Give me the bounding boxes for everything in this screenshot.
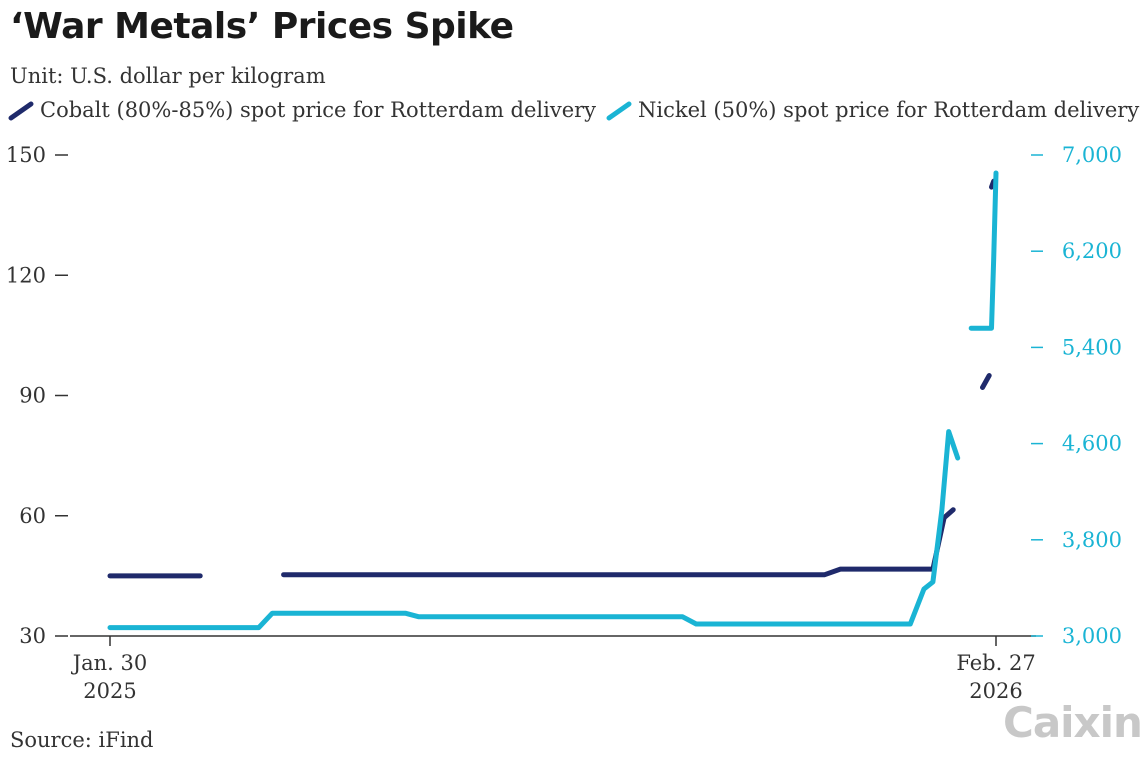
legend-item-nickel: Nickel (50%) spot price for Rotterdam de… <box>606 98 1139 122</box>
legend-label-nickel: Nickel (50%) spot price for Rotterdam de… <box>638 98 1140 122</box>
x-tick-label: Jan. 30 <box>71 651 148 675</box>
x-tick-label-year: 2026 <box>969 679 1022 703</box>
legend-swatch-cobalt <box>8 101 34 121</box>
y-right-tick-label: 3,800 <box>1062 528 1122 552</box>
nickel-series-line <box>968 170 999 331</box>
y-right-tick-label: 7,000 <box>1062 143 1122 167</box>
chart-subtitle: Unit: U.S. dollar per kilogram <box>10 64 326 88</box>
chart-title: ‘War Metals’ Prices Spike <box>10 6 514 47</box>
y-right-tick-label: 4,600 <box>1062 432 1122 456</box>
y-left-tick-label: 60 <box>19 504 46 528</box>
legend-item-cobalt: Cobalt (80%-85%) spot price for Rotterda… <box>8 98 596 122</box>
y-left-tick-label: 90 <box>19 384 46 408</box>
x-tick-label-year: 2025 <box>83 679 136 703</box>
source-note: Source: iFind <box>10 728 154 752</box>
legend-label-cobalt: Cobalt (80%-85%) spot price for Rotterda… <box>40 98 597 122</box>
caixin-logo: Caixin <box>1003 698 1140 747</box>
y-left-tick-label: 150 <box>6 143 46 167</box>
y-right-tick-label: 3,000 <box>1062 624 1122 648</box>
y-left-tick-label: 30 <box>19 624 46 648</box>
x-tick-label: Feb. 27 <box>956 651 1035 675</box>
y-left-tick-label: 120 <box>6 263 46 287</box>
cobalt-series-line <box>980 373 992 390</box>
y-right-tick-label: 5,400 <box>1062 335 1122 359</box>
y-right-tick-label: 6,200 <box>1062 239 1122 263</box>
legend-swatch-nickel <box>606 101 632 121</box>
legend: Cobalt (80%-85%) spot price for Rotterda… <box>8 98 1140 122</box>
cobalt-series-line <box>281 507 956 578</box>
nickel-series-line <box>107 429 961 631</box>
